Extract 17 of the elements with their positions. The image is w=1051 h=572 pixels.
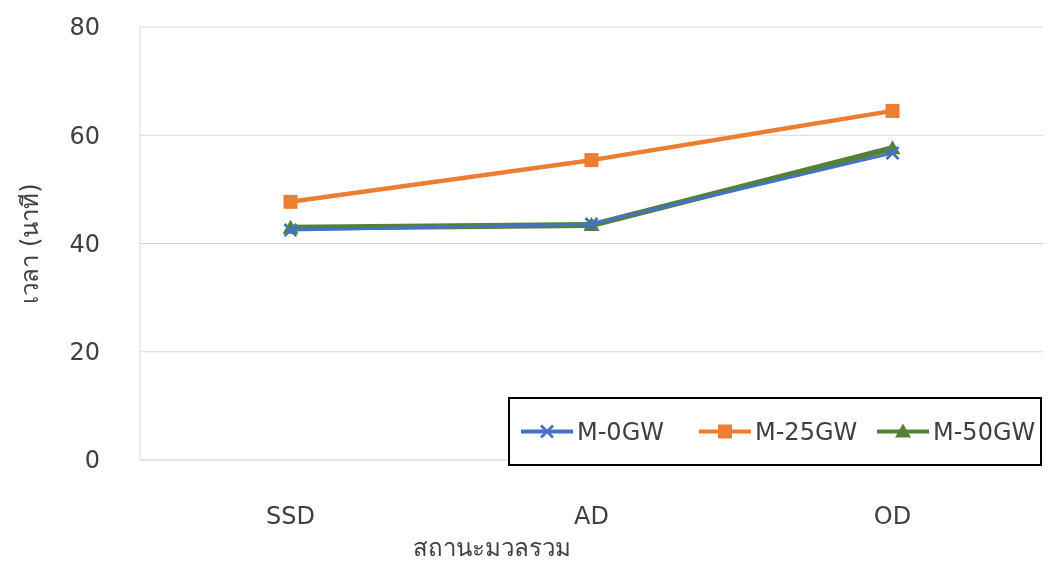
legend-label: M-0GW [577,417,664,446]
y-tick-label: 0 [84,446,100,475]
point [283,194,298,209]
legend-label: M-50GW [933,417,1036,446]
x-tick-label: AD [574,502,609,530]
y-tick-label: 80 [69,13,100,42]
point [885,146,900,161]
x-axis-title: สถานะมวลรวม [412,534,571,562]
point [584,153,599,168]
x-tick-label: SSD [266,502,315,530]
y-tick-label: 60 [69,121,100,150]
y-tick-label: 20 [69,338,100,367]
y-axis-title: เวลา (นาที) [16,183,45,304]
point [885,103,900,118]
y-tick-label: 40 [69,229,100,258]
legend-label: M-25GW [755,417,858,446]
x-tick-label: OD [873,502,912,530]
